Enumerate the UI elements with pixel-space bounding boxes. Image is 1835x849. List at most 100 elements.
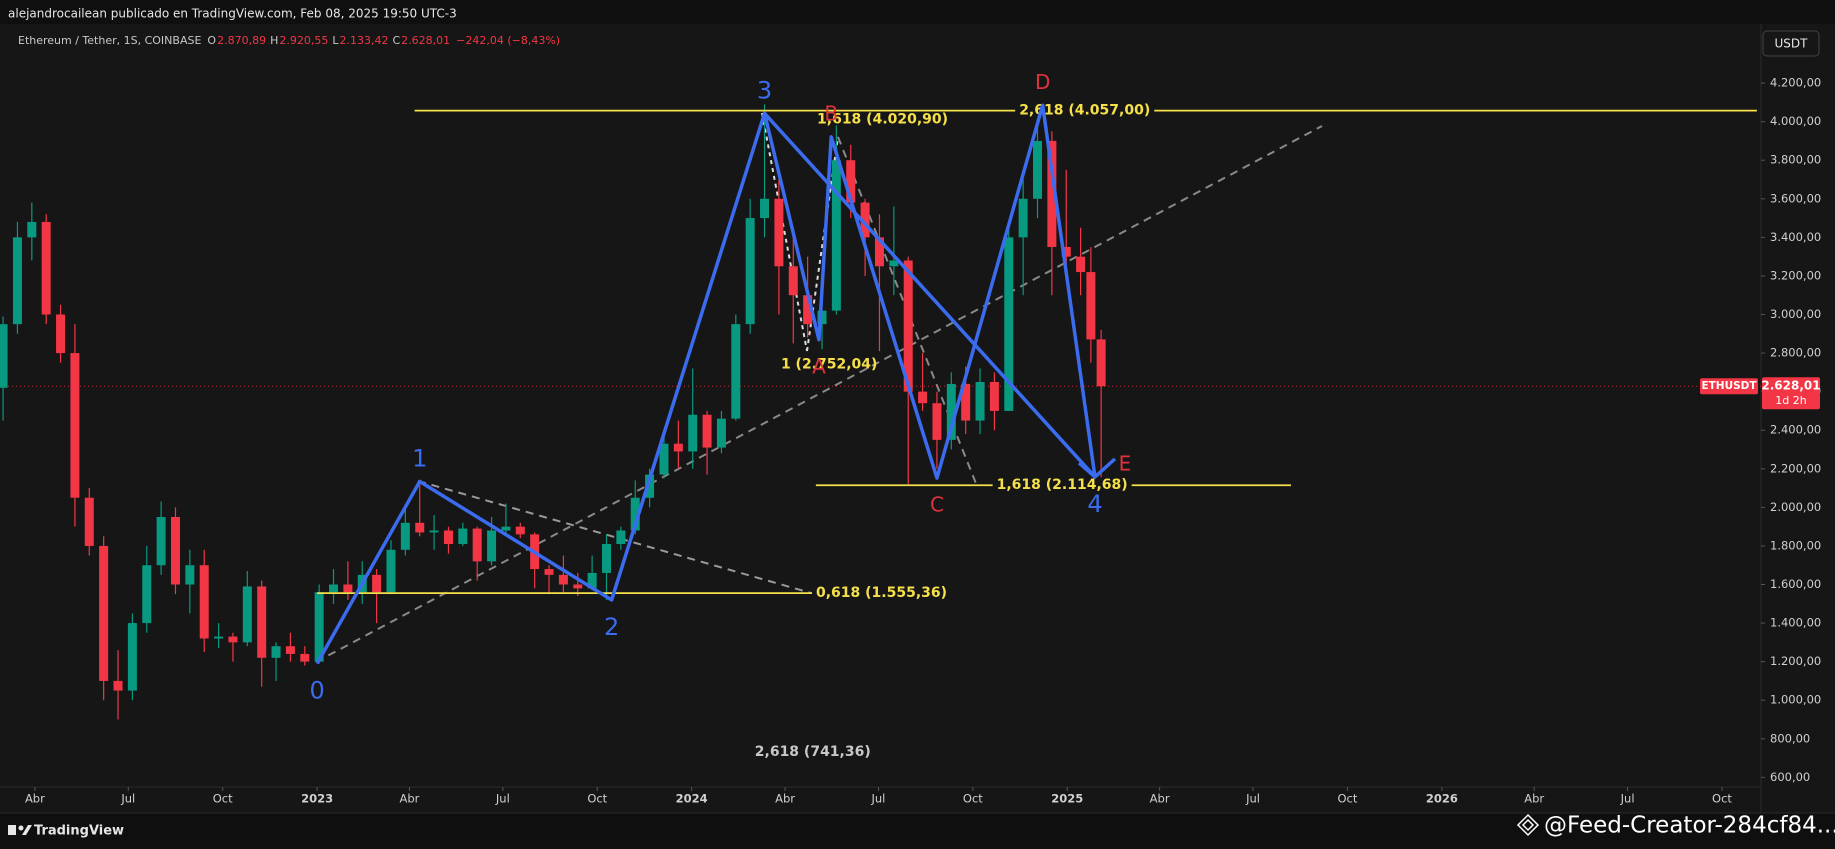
candle: [515, 522, 525, 539]
candle-body: [731, 324, 741, 419]
fib-label: 2,618 (741,36): [755, 744, 871, 760]
candle: [989, 372, 999, 431]
brand: TradingView: [34, 824, 124, 839]
candle: [142, 545, 152, 633]
candle: [702, 410, 712, 475]
x-tick-label: Oct: [1712, 792, 1732, 806]
candle: [1086, 247, 1096, 363]
candle: [70, 324, 80, 527]
candle-body: [314, 592, 324, 662]
legend-value: 2.628,01: [401, 34, 450, 47]
x-tick-label: Oct: [587, 792, 607, 806]
candle: [386, 540, 396, 595]
candle: [113, 650, 123, 720]
candle-body: [932, 403, 942, 440]
candle: [228, 632, 238, 662]
y-tick-label: 1.000,00: [1770, 693, 1821, 707]
candle: [400, 507, 410, 556]
candle: [673, 420, 683, 469]
candle-body: [84, 497, 94, 546]
x-tick-label: Abr: [1524, 792, 1544, 806]
x-tick-label: Oct: [213, 792, 233, 806]
wave-label: 4: [1087, 490, 1102, 518]
brand-logo: [8, 825, 32, 835]
x-tick-label: Abr: [400, 792, 420, 806]
candle-body: [56, 314, 66, 354]
legend-key: C: [392, 34, 400, 47]
candle-body: [329, 584, 339, 593]
candle: [760, 104, 770, 238]
candle-body: [788, 266, 798, 296]
fib-label: 1,618 (4.020,90): [817, 112, 948, 128]
x-tick-label: 2026: [1426, 792, 1458, 806]
fib-label-bg: [992, 477, 1132, 494]
y-tick-label: 3.800,00: [1770, 153, 1821, 167]
wave-label: C: [930, 493, 944, 517]
x-tick-label: Jul: [1620, 792, 1635, 806]
y-tick-label: 1.800,00: [1770, 538, 1821, 552]
candle-body: [271, 646, 281, 658]
candle-body: [774, 198, 784, 267]
candle: [601, 534, 611, 600]
wave-label: B: [824, 101, 838, 125]
candle: [946, 372, 956, 450]
candle: [314, 584, 324, 664]
candle-body: [257, 586, 267, 658]
y-tick-label: 4.200,00: [1770, 76, 1821, 90]
candle-body: [70, 353, 80, 498]
candle-body: [0, 324, 8, 388]
candle-body: [99, 545, 109, 681]
candle-body: [1004, 237, 1014, 411]
candle: [688, 368, 698, 469]
candle-body: [443, 530, 453, 544]
price-tag-bg: [1762, 377, 1820, 410]
candle-body: [803, 295, 813, 325]
x-tick-label: 2025: [1051, 792, 1083, 806]
x-tick-label: Oct: [1337, 792, 1357, 806]
candle-body: [688, 414, 698, 452]
candle-body: [415, 522, 425, 533]
candle: [1076, 227, 1086, 296]
candle-body: [1096, 339, 1106, 387]
y-tick-label: 1.600,00: [1770, 577, 1821, 591]
watermark: @Feed-Creator-284cf84...: [1544, 813, 1835, 839]
y-tick-label: 800,00: [1770, 731, 1810, 745]
y-tick-label: 2.800,00: [1770, 346, 1821, 360]
x-tick-label: 2024: [676, 792, 708, 806]
candle-body: [285, 646, 295, 654]
legend-value: 2.920,55: [279, 34, 328, 47]
candle-body: [214, 636, 224, 639]
candle-body: [156, 517, 166, 566]
candle-body: [716, 418, 726, 448]
fib-label: 0,618 (1.555,36): [816, 585, 947, 601]
y-tick-label: 1.200,00: [1770, 654, 1821, 668]
candle: [156, 501, 166, 575]
candle: [214, 623, 224, 649]
candle-body: [860, 202, 870, 238]
candle-body: [874, 237, 884, 267]
correction-line: [762, 103, 1097, 480]
candle: [56, 304, 66, 363]
candle: [84, 488, 94, 556]
candle-body: [113, 680, 123, 691]
currency-label[interactable]: USDT: [1775, 37, 1809, 51]
candle-body: [1047, 140, 1057, 247]
candle-body: [1086, 272, 1096, 340]
publisher: alejandrocailean publicado en TradingVie…: [8, 7, 457, 21]
wave-label: 1: [412, 445, 427, 473]
y-tick-label: 2.200,00: [1770, 461, 1821, 475]
candle-body: [831, 160, 841, 311]
y-tick-label: 4.000,00: [1770, 114, 1821, 128]
candle-body: [918, 391, 928, 404]
candle: [372, 569, 382, 624]
candle: [903, 256, 913, 485]
candle: [99, 536, 109, 701]
candle: [41, 214, 51, 325]
candle-body: [199, 565, 209, 639]
candle: [932, 391, 942, 469]
candle-body: [300, 653, 310, 662]
legend-key: L: [332, 34, 339, 47]
currency-button[interactable]: [1762, 30, 1820, 57]
fib-label: 2,618 (4.057,00): [1019, 103, 1150, 119]
trend-line: [315, 125, 1323, 663]
